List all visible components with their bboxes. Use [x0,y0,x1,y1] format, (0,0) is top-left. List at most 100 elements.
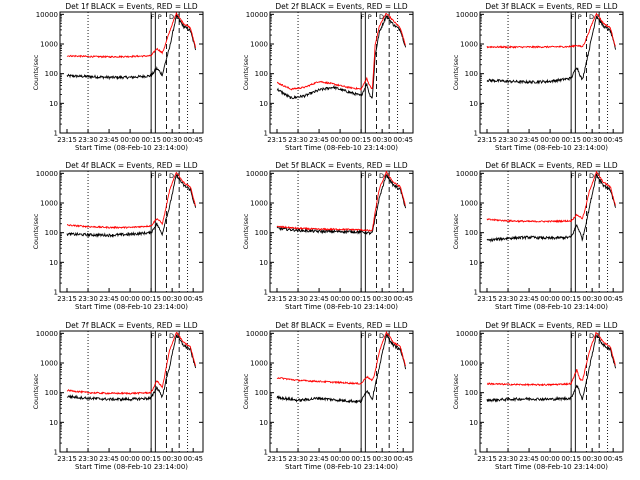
lld-series-line [66,331,197,396]
x-tick-label: 00:45 [393,295,413,303]
y-tick-label: 100 [255,70,268,78]
x-axis-label: Start Time (08-Feb-10 23:14:00) [75,463,188,471]
x-tick-label: 23:45 [519,136,539,144]
y-tick-label: 100 [465,70,478,78]
y-tick-label: 100 [255,389,268,397]
x-tick-label: 00:00 [120,136,140,144]
event-marker-label: E [596,13,600,21]
y-tick-label: 1 [54,449,58,457]
x-tick-label: 23:30 [288,295,308,303]
event-marker-label: F [361,172,365,180]
detector-panel-4: Det 4f BLACK = Events, RED = LLD 1 10 100 10… [32,161,204,311]
x-tick-label: 23:30 [498,455,518,463]
event-marker-label: D [379,332,384,340]
event-marker-label: F [571,172,575,180]
x-tick-label: 00:15 [561,295,581,303]
x-tick-label: 00:45 [393,455,413,463]
plot-frame [59,330,204,453]
detector-panel-5: Det 5f BLACK = Events, RED = LLD 1 10 100 10… [242,161,414,311]
event-marker-label: D [379,172,384,180]
event-marker-label: E [596,172,600,180]
y-tick-label: 1 [264,289,268,297]
panel-title: Det 7f BLACK = Events, RED = LLD [65,321,198,330]
y-tick-label: 100 [45,229,58,237]
y-tick-label: 1000 [40,41,58,49]
x-tick-label: 23:15 [477,455,497,463]
x-tick-label: 23:30 [288,136,308,144]
x-tick-label: 00:45 [603,295,623,303]
plot-frame [59,11,204,134]
x-tick-label: 00:30 [582,295,602,303]
x-tick-label: 23:15 [57,295,77,303]
x-tick-label: 00:15 [351,136,371,144]
event-marker-label: P [158,172,162,180]
x-tick-label: 23:45 [99,295,119,303]
x-tick-label: 00:00 [330,295,350,303]
y-tick-label: 10000 [456,170,478,178]
y-tick-label: 10000 [246,330,268,338]
event-marker-label: E [176,332,180,340]
plot-frame [479,330,624,453]
lld-series-line [67,171,197,230]
event-marker-label: P [158,332,162,340]
events-series-line [486,172,617,243]
y-tick-label: 1 [54,289,58,297]
x-tick-label: 23:15 [477,295,497,303]
x-tick-label: 23:15 [267,455,287,463]
y-tick-label: 1 [264,130,268,138]
x-tick-label: 00:15 [351,455,371,463]
event-marker-label: F [571,332,575,340]
x-tick-label: 00:00 [540,295,560,303]
y-tick-label: 10000 [36,11,58,19]
x-tick-label: 00:30 [372,295,392,303]
x-tick-label: 00:30 [162,455,182,463]
y-tick-label: 100 [255,229,268,237]
x-tick-label: 00:00 [540,455,560,463]
y-tick-label: 10 [49,419,58,427]
lld-series-line [276,170,406,232]
y-tick-label: 10 [259,419,268,427]
x-tick-label: 00:00 [330,455,350,463]
x-tick-label: 23:30 [498,136,518,144]
x-tick-label: 00:45 [393,136,413,144]
x-axis-label: Start Time (08-Feb-10 23:14:00) [495,463,608,471]
event-marker-label: D [589,332,594,340]
y-tick-label: 10 [49,259,58,267]
plot-frame [269,330,414,453]
x-tick-label: 23:15 [267,295,287,303]
event-marker-label: P [578,172,582,180]
detector-panel-6: Det 6f BLACK = Events, RED = LLD 1 10 100 10… [452,161,624,311]
detector-panel-2: Det 2f BLACK = Events, RED = LLD 1 10 100 10… [242,2,414,152]
panel-title: Det 9f BLACK = Events, RED = LLD [485,321,618,330]
lld-series-line [276,330,407,385]
events-series-line [66,173,197,238]
y-tick-label: 1 [474,130,478,138]
events-series-line [486,15,617,85]
events-series-line [486,335,617,403]
y-tick-label: 10000 [456,330,478,338]
events-series-line [276,14,407,100]
y-tick-label: 10000 [456,11,478,19]
x-tick-label: 00:45 [183,455,203,463]
panel-title: Det 1f BLACK = Events, RED = LLD [65,2,198,11]
y-tick-label: 1000 [460,200,478,208]
detector-panel-3: Det 3f BLACK = Events, RED = LLD 1 10 100 10… [452,2,624,152]
panel-title: Det 8f BLACK = Events, RED = LLD [275,321,408,330]
y-tick-label: 1000 [460,360,478,368]
y-tick-label: 10 [469,259,478,267]
panel-title: Det 3f BLACK = Events, RED = LLD [485,2,618,11]
y-tick-label: 1 [54,130,58,138]
x-tick-label: 00:30 [162,295,182,303]
x-tick-label: 00:00 [540,136,560,144]
event-marker-label: P [368,13,372,21]
y-tick-label: 100 [465,229,478,237]
y-tick-label: 1 [264,449,268,457]
event-marker-label: P [368,332,372,340]
event-marker-label: P [578,13,582,21]
x-tick-label: 00:45 [183,136,203,144]
event-marker-label: F [151,13,155,21]
y-tick-label: 10000 [246,11,268,19]
lld-series-line [66,12,197,59]
x-tick-label: 00:45 [603,455,623,463]
